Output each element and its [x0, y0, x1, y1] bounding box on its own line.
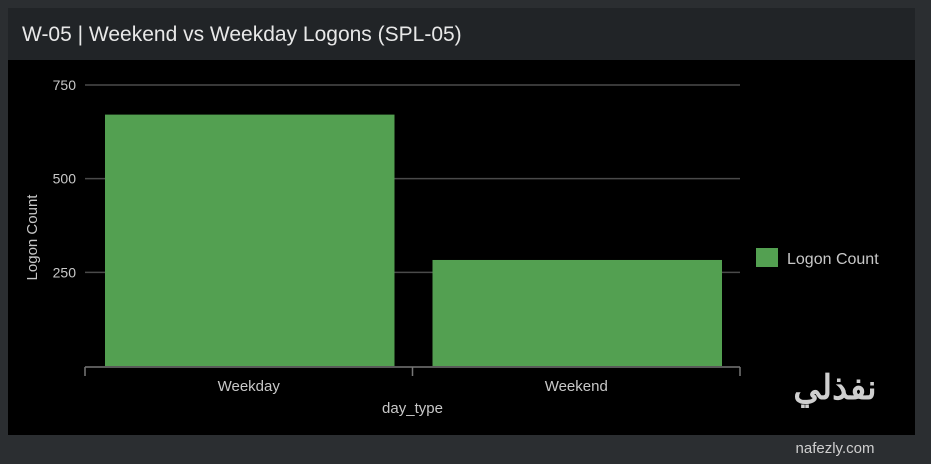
- bar-chart: 250 500 750 Weekday Weekend day_type Logon Cou…: [24, 77, 879, 417]
- legend-swatch: [756, 248, 778, 267]
- dashboard-panel: W-05 | Weekend vs Weekday Logons (SPL-05…: [8, 8, 915, 435]
- panel-header: W-05 | Weekend vs Weekday Logons (SPL-05…: [8, 8, 915, 60]
- watermark-logo: نفذلي: [793, 369, 877, 407]
- x-tick-label: Weekend: [545, 378, 608, 395]
- y-tick-label: 500: [53, 171, 77, 187]
- legend-label: Logon Count: [787, 251, 879, 268]
- y-axis-label: Logon Count: [24, 194, 41, 281]
- panel-title: W-05 | Weekend vs Weekday Logons (SPL-05…: [22, 23, 462, 46]
- bar-weekend: [432, 259, 722, 366]
- watermark-text: nafezly.com: [795, 440, 875, 457]
- x-axis-label: day_type: [382, 400, 443, 417]
- y-tick-label: 750: [53, 77, 77, 93]
- bar-weekday: [105, 114, 395, 366]
- y-tick-label: 250: [53, 264, 77, 280]
- x-tick-label: Weekday: [218, 378, 281, 395]
